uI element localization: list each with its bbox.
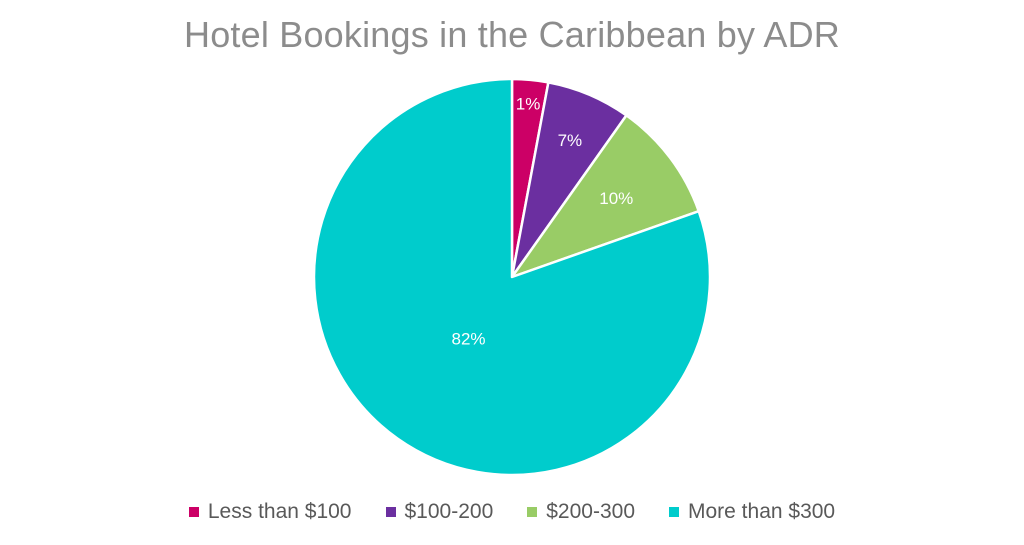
- pie-slice-2: [510, 114, 700, 279]
- slice-label-1: 7%: [558, 131, 583, 150]
- legend-item-3: More than $300: [669, 500, 835, 524]
- legend-item-0: Less than $100: [188, 500, 352, 524]
- legend-swatch-0: [188, 507, 199, 517]
- legend-swatch-3: [669, 507, 679, 517]
- pie-slice-3: [312, 77, 712, 477]
- chart-legend: Less than $100 $100-200 $200-300 More than …: [0, 500, 1024, 524]
- legend-swatch-2: [527, 507, 538, 517]
- legend-item-1: $100-200: [385, 500, 494, 524]
- legend-label-2: $200-300: [546, 500, 635, 523]
- legend-item-2: $200-300: [527, 500, 635, 524]
- legend-label-3: More than $300: [688, 500, 836, 523]
- slice-label-0: 1%: [516, 95, 541, 114]
- legend-label-0: Less than $100: [207, 500, 352, 523]
- legend-label-1: $100-200: [404, 500, 494, 523]
- slice-label-2: 10%: [599, 189, 633, 208]
- legend-swatch-1: [385, 507, 396, 517]
- slice-label-3: 82%: [452, 329, 486, 348]
- chart-title: Hotel Bookings in the Caribbean by ADR: [184, 14, 840, 55]
